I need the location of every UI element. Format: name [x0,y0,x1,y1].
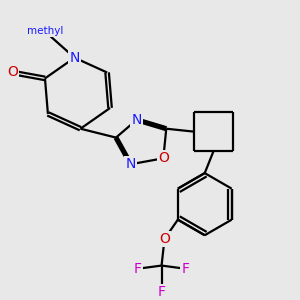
Text: F: F [158,285,166,299]
Text: N: N [126,157,136,171]
Text: O: O [7,65,18,80]
Text: F: F [181,262,189,275]
Text: O: O [158,151,169,165]
Text: F: F [134,262,142,275]
Text: methyl: methyl [27,26,63,36]
Text: N: N [131,113,142,127]
Text: N: N [69,51,80,65]
Text: O: O [159,232,170,246]
